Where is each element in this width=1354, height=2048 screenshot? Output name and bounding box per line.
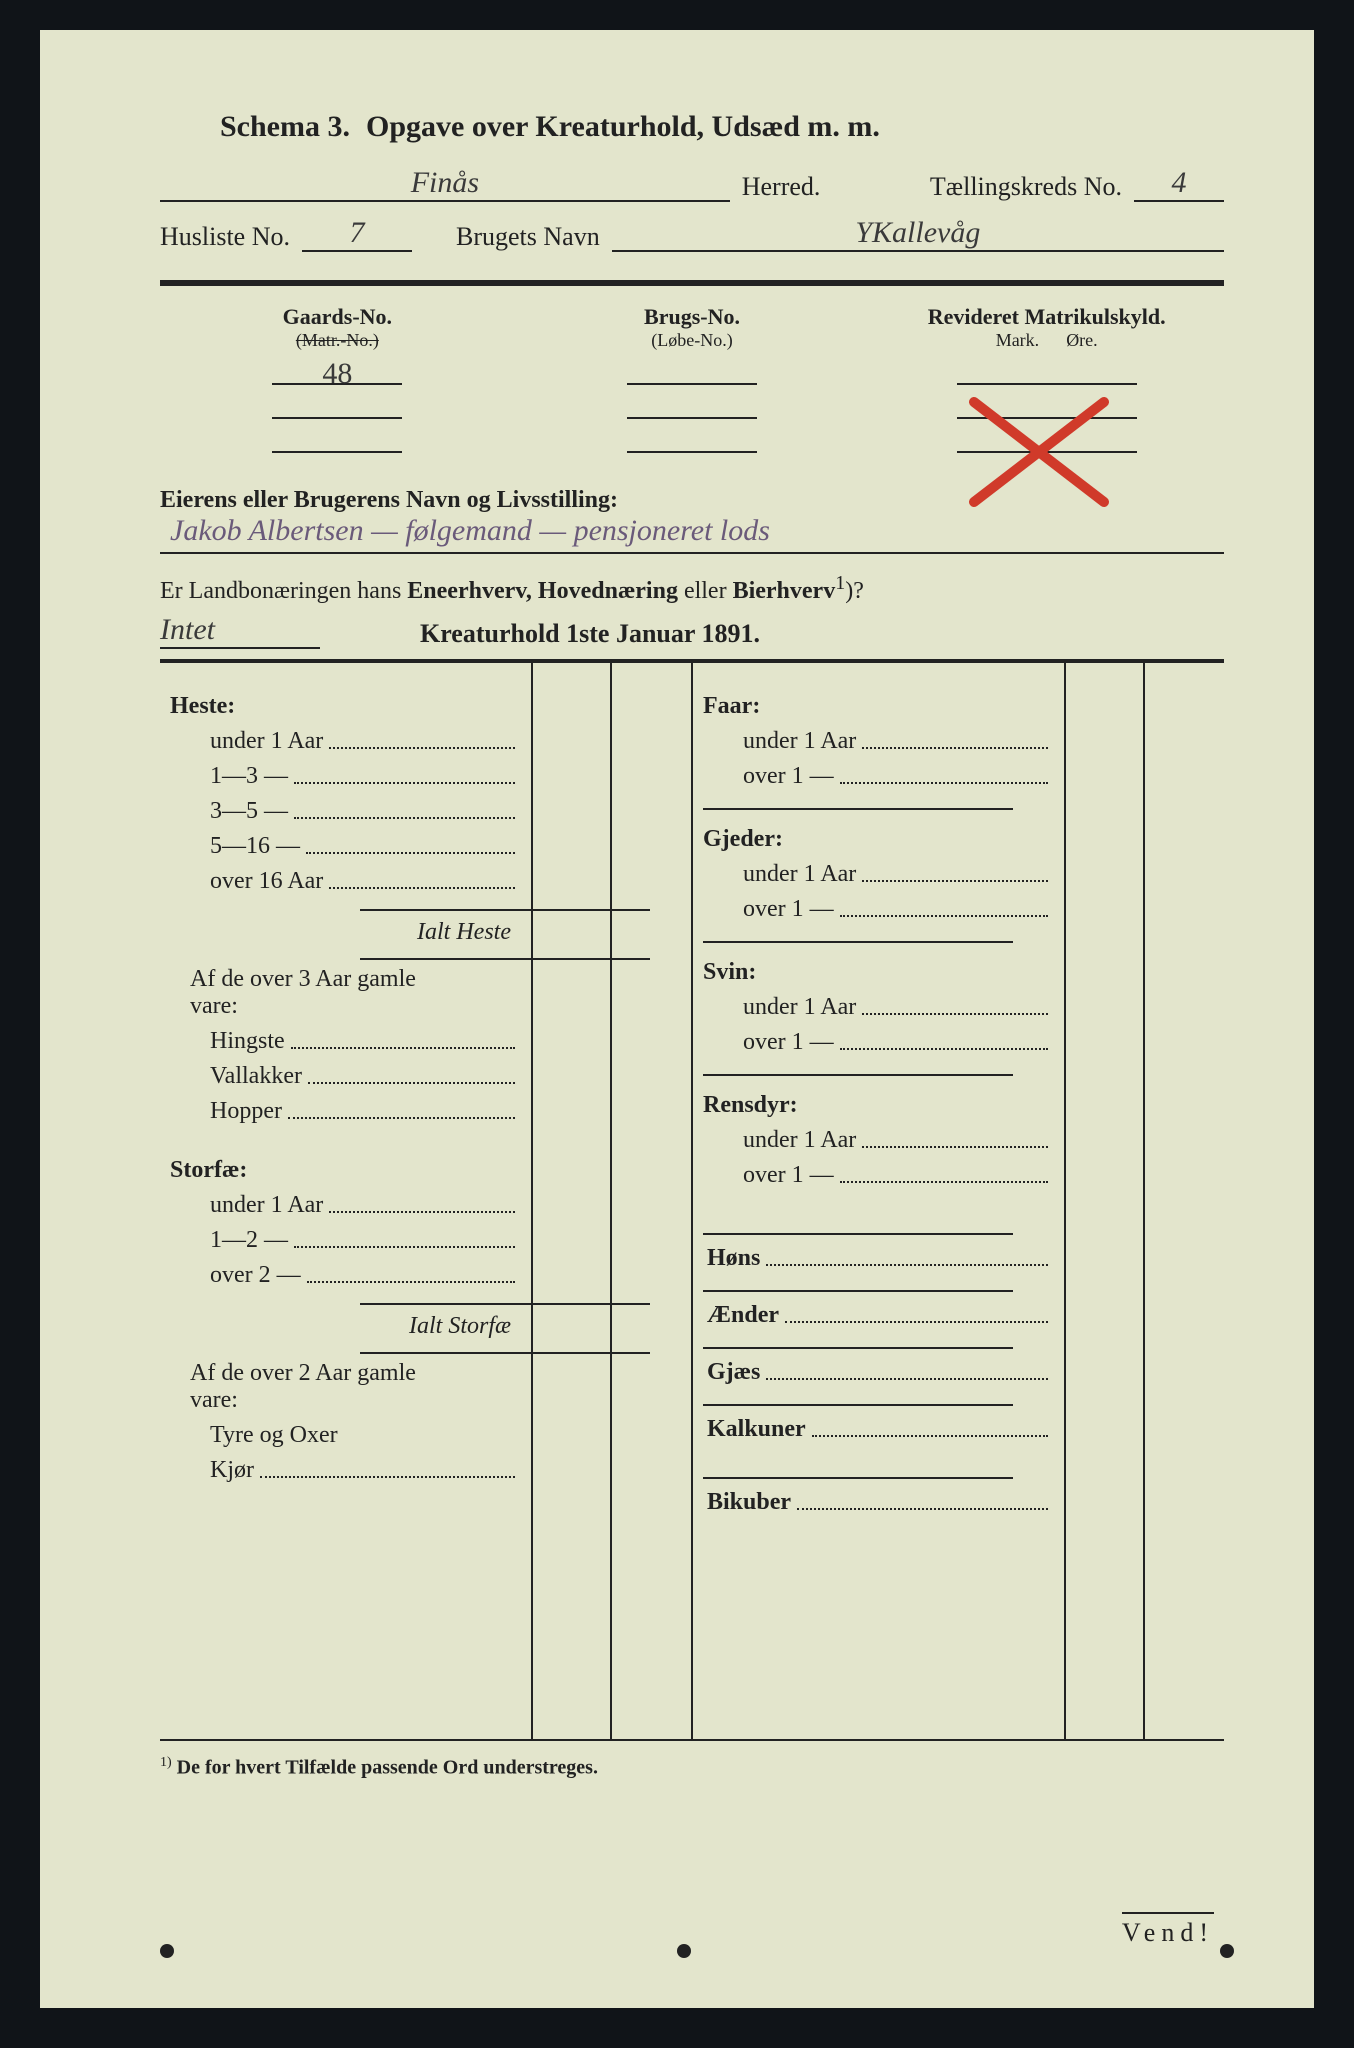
occupation-question: Er Landbonæringen hans Eneerhverv, Hoved… (160, 572, 1224, 605)
left-column: Heste: under 1 Aar 1—3 — 3—5 — 5—16 — ov… (160, 663, 693, 1739)
footnote-num: 1) (160, 1755, 172, 1770)
gaards-sub: (Matr.-No.) (160, 330, 515, 351)
brugs-sub: (Løbe-No.) (515, 330, 870, 351)
ink-dot (160, 1944, 174, 1958)
storfae-sub-label: Af de over 2 Aar gamle vare: (190, 1360, 420, 1414)
husliste-label: Husliste No. (160, 222, 290, 252)
separator (160, 280, 1224, 286)
ink-dot (677, 1944, 691, 1958)
heste-sub-item: Hingste (210, 1028, 285, 1055)
q-bold1: Eneerhverv, Hovednæring (407, 578, 678, 604)
gjeder-heading: Gjeder: (703, 826, 783, 852)
rensdyr-item: over 1 — (743, 1162, 834, 1189)
blank-line (627, 425, 757, 453)
occupation-answer: Intet (160, 613, 320, 649)
gjeder-item: under 1 Aar (743, 861, 856, 888)
ore-label: Øre. (1066, 330, 1097, 350)
poultry-item: Kalkuner (707, 1416, 806, 1443)
herred-label: Herred. (742, 172, 821, 202)
heste-sub-label: Af de over 3 Aar gamle vare: (190, 966, 420, 1020)
storfae-item: over 2 — (210, 1262, 301, 1289)
faar-item: over 1 — (743, 763, 834, 790)
storfae-sub-item: Tyre og Oxer (210, 1422, 338, 1449)
right-column: Faar: under 1 Aar over 1 — Gjeder: under… (693, 663, 1224, 1739)
vend-label: Vend! (1122, 1912, 1214, 1948)
schema-number: Schema 3. (220, 110, 350, 143)
storfae-item: under 1 Aar (210, 1192, 323, 1219)
kreds-value: 4 (1134, 166, 1224, 202)
rensdyr-heading: Rensdyr: (703, 1092, 798, 1118)
poultry-item: Høns (707, 1245, 760, 1272)
heste-item: 1—3 — (210, 763, 288, 790)
storfae-item: 1—2 — (210, 1227, 288, 1254)
kreds-label: Tællingskreds No. (930, 172, 1122, 202)
gaards-value: 48 (272, 357, 402, 385)
rensdyr-item: under 1 Aar (743, 1127, 856, 1154)
heste-item: 5—16 — (210, 833, 300, 860)
faar-heading: Faar: (703, 693, 760, 719)
brugets-label: Brugets Navn (456, 222, 600, 252)
faar-item: under 1 Aar (743, 728, 856, 755)
heste-item: 3—5 — (210, 798, 288, 825)
form-title: Schema 3. Opgave over Kreaturhold, Udsæd… (220, 110, 1224, 144)
heste-sub-item: Hopper (210, 1098, 282, 1125)
revideret-sub: Mark. Øre. (869, 330, 1224, 351)
bikuber-item: Bikuber (707, 1489, 791, 1516)
heste-item: over 16 Aar (210, 868, 323, 895)
blank-line (957, 357, 1137, 385)
gjeder-item: over 1 — (743, 896, 834, 923)
livestock-table: Heste: under 1 Aar 1—3 — 3—5 — 5—16 — ov… (160, 659, 1224, 1739)
husliste-value: 7 (302, 216, 412, 252)
footnote-text: De for hvert Tilfælde passende Ord under… (177, 1757, 598, 1779)
q-bold2: Bierhverv (733, 578, 836, 604)
q-pre: Er Landbonæringen hans (160, 578, 401, 604)
red-cross-mark (964, 392, 1114, 512)
svin-item: over 1 — (743, 1029, 834, 1056)
ink-dot (1220, 1944, 1234, 1958)
herred-value: Finås (160, 166, 730, 202)
heste-sub-item: Vallakker (210, 1063, 302, 1090)
blank-line (627, 357, 757, 385)
poultry-item: Ænder (707, 1302, 779, 1329)
mark-label: Mark. (996, 330, 1040, 350)
footnote: 1) De for hvert Tilfælde passende Ord un… (160, 1755, 1224, 1780)
q-mid: eller (684, 578, 727, 604)
blank-line (272, 391, 402, 419)
gaards-col: Gaards-No. (Matr.-No.) 48 (160, 304, 515, 453)
blank-line (272, 425, 402, 453)
q-mark: )? (845, 578, 864, 604)
poultry-item: Gjæs (707, 1359, 760, 1386)
brugets-value: YKallevåg (612, 216, 1224, 252)
storfae-heading: Storfæ: (170, 1157, 247, 1183)
svin-heading: Svin: (703, 959, 756, 985)
q-sup: 1 (835, 572, 845, 594)
title-text: Opgave over Kreaturhold, Udsæd m. m. (366, 110, 880, 143)
gaards-head: Gaards-No. (160, 304, 515, 330)
row-herred: Finås Herred. Tællingskreds No. 4 (160, 166, 1224, 202)
kreaturhold-heading: Kreaturhold 1ste Januar 1891. (420, 619, 760, 649)
svin-item: under 1 Aar (743, 994, 856, 1021)
brugs-col: Brugs-No. (Løbe-No.) (515, 304, 870, 453)
row-husliste: Husliste No. 7 Brugets Navn YKallevåg (160, 216, 1224, 252)
storfae-sub-item: Kjør (210, 1457, 254, 1484)
heste-item: under 1 Aar (210, 728, 323, 755)
brugs-head: Brugs-No. (515, 304, 870, 330)
revideret-head: Revideret Matrikulskyld. (869, 304, 1224, 330)
census-form: Schema 3. Opgave over Kreaturhold, Udsæd… (40, 30, 1314, 2008)
owner-value: Jakob Albertsen — følgemand — pensjonere… (160, 514, 1224, 554)
heste-heading: Heste: (170, 693, 235, 719)
blank-line (627, 391, 757, 419)
